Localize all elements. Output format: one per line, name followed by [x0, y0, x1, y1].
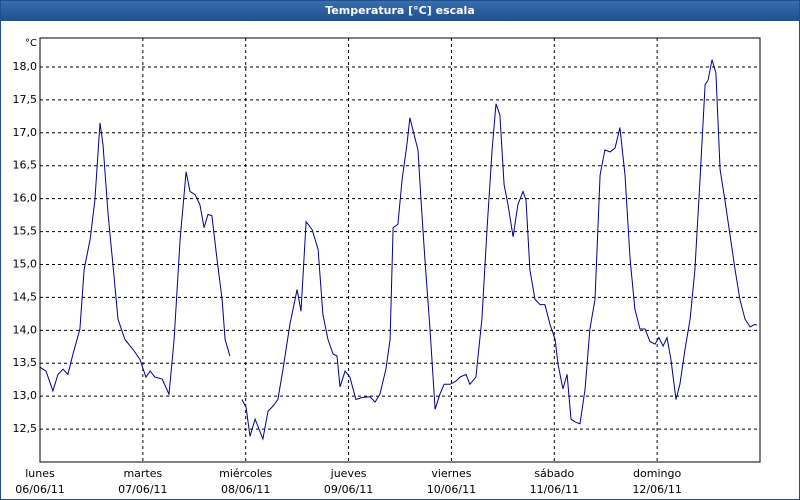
x-tick-sublabel: 06/06/11 [15, 483, 64, 496]
y-tick-label: 14,5 [13, 290, 38, 303]
temperature-line [39, 59, 758, 441]
y-tick-label: 12,5 [13, 422, 38, 435]
x-tick-sublabel: 11/06/11 [530, 483, 579, 496]
y-tick-label: 15,0 [13, 257, 38, 270]
y-unit: °C [25, 38, 37, 49]
x-tick-label: jueves [330, 467, 367, 480]
y-tick-label: 18,0 [13, 60, 38, 73]
chart-title: Temperatura [°C] escala [325, 4, 475, 17]
x-tick-sublabel: 07/06/11 [118, 483, 167, 496]
x-tick-label: miércoles [219, 467, 272, 480]
y-tick-label: 16,5 [13, 159, 38, 172]
x-tick-label: martes [123, 467, 162, 480]
y-tick-label: 14,0 [13, 323, 38, 336]
plot-area: 12,5 13,0 13,5 14,0 14,5 15,0 15,5 16,0 16,5 17,0… [13, 37, 761, 496]
x-tick-label: sábado [534, 467, 574, 480]
x-tick-label: viernes [431, 467, 471, 480]
y-tick-label: 13,5 [13, 356, 38, 369]
x-tick-sublabel: 12/06/11 [632, 483, 681, 496]
plot-frame [39, 37, 761, 463]
title-bar [0, 0, 800, 21]
y-tick-label: 15,5 [13, 225, 38, 238]
x-tick-label: lunes [25, 467, 55, 480]
y-tick-label: 16,0 [13, 192, 38, 205]
y-tick-label: 17,5 [13, 93, 38, 106]
x-tick-sublabel: 09/06/11 [324, 483, 373, 496]
y-tick-label: 17,0 [13, 126, 38, 139]
x-tick-sublabel: 10/06/11 [427, 483, 476, 496]
x-tick-label: domingo [633, 467, 681, 480]
x-tick-sublabel: 08/06/11 [221, 483, 270, 496]
y-tick-label: 13,0 [13, 389, 38, 402]
